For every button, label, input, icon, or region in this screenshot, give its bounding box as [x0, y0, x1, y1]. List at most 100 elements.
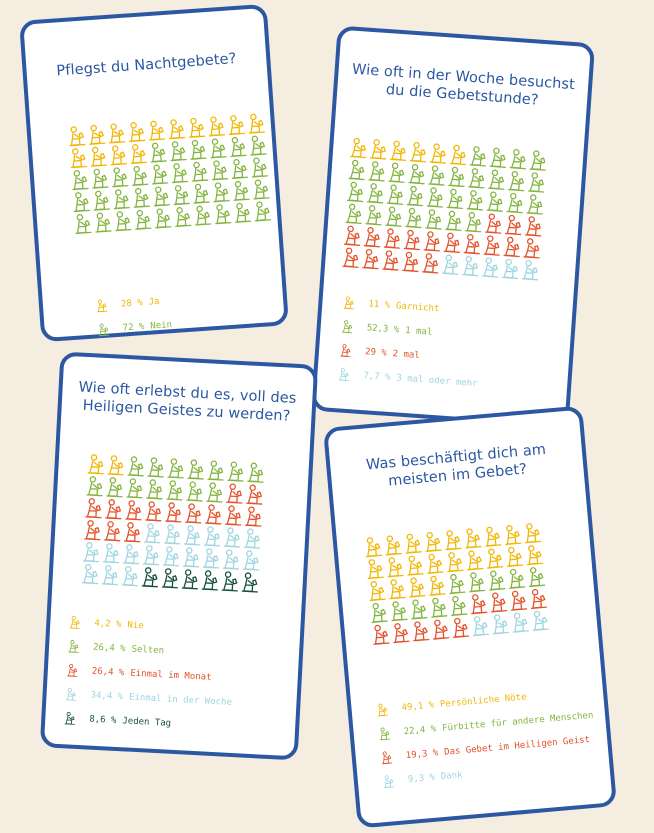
pictogram-figure — [387, 161, 408, 184]
pictogram-figure — [181, 546, 202, 569]
pictogram-figure — [370, 623, 392, 647]
pictogram-figure — [522, 237, 543, 260]
pictogram-figure — [105, 476, 126, 499]
pictogram-figure — [232, 201, 253, 224]
pictogram-figure — [200, 569, 221, 592]
pictogram-figure — [381, 249, 402, 272]
pictogram-figure — [341, 246, 362, 269]
legend-label: Nie — [127, 620, 144, 632]
pictogram-figure — [385, 183, 406, 206]
pictogram-figure — [402, 229, 423, 252]
legend-item: 28 % Ja — [94, 282, 273, 318]
card-gebet-themen: Was beschäftigt dich am meisten im Gebet… — [322, 405, 618, 829]
praying-person-icon — [338, 368, 349, 382]
pictogram-figure — [106, 122, 127, 145]
pictogram-figure — [161, 545, 182, 568]
pictogram-figure — [225, 482, 246, 505]
pictogram-figure — [111, 188, 132, 211]
pictogram-figure — [108, 144, 129, 167]
pictogram-figure — [80, 563, 101, 586]
pictogram-figure — [252, 200, 273, 223]
legend-value: 28 % — [120, 298, 144, 310]
pictogram-figure — [184, 502, 205, 525]
pictogram-figure — [382, 227, 403, 250]
pictogram-figure — [425, 186, 446, 209]
pictogram-figure — [160, 567, 181, 590]
pictogram-figure — [242, 527, 263, 550]
praying-person-icon — [384, 775, 395, 789]
pictogram-figure — [442, 528, 464, 552]
pictogram-figure — [405, 185, 426, 208]
card-title: Pflegst du Nachtgebete? — [55, 50, 237, 80]
pictogram-figure — [464, 549, 486, 573]
pictogram-figure — [506, 567, 528, 591]
pictogram-figure — [166, 118, 187, 141]
pictogram-figure — [186, 458, 207, 481]
pictogram-figure — [484, 547, 506, 571]
legend-item: 26,4 % Einmal im Monat — [65, 658, 288, 694]
pictogram-figure — [504, 545, 526, 569]
pictogram-figure — [128, 142, 149, 165]
pictogram-figure — [189, 160, 210, 183]
legend-item: 9,3 % Dank — [381, 751, 600, 794]
pictogram-figure — [466, 570, 488, 594]
pictogram-figure — [361, 248, 382, 271]
pictogram-figure — [145, 478, 166, 501]
pictogram-figure — [109, 166, 130, 189]
pictogram-figure — [424, 552, 446, 576]
pictogram-figure — [508, 148, 529, 171]
pictogram-figure — [85, 475, 106, 498]
pictogram-figure — [183, 524, 204, 547]
pictogram-figure — [126, 120, 147, 143]
praying-person-icon — [97, 299, 108, 313]
pictogram-figure — [121, 543, 142, 566]
pictogram-figure — [245, 483, 266, 506]
pictogram-figure — [401, 251, 422, 274]
pictogram-figure — [229, 157, 250, 180]
pictogram-figure — [527, 171, 548, 194]
card-title: Wie oft in der Woche besuchst du die Geb… — [351, 61, 576, 109]
pictogram-figure — [468, 592, 490, 616]
pictogram-figure — [410, 619, 432, 643]
pictogram-figure — [201, 547, 222, 570]
pictogram-figure — [171, 183, 192, 206]
pictogram-figure — [484, 212, 505, 235]
pictogram-figure — [345, 180, 366, 203]
pictogram-figure — [422, 530, 444, 554]
legend-value: 11 % — [368, 299, 391, 311]
pictogram-figure — [366, 579, 388, 603]
pictogram-figure — [430, 618, 452, 642]
pictogram-figure — [406, 576, 428, 600]
pictogram-figure — [73, 212, 94, 235]
legend-value: 26,4 % — [91, 666, 125, 679]
pictogram-figure — [211, 181, 232, 204]
pictogram-figure — [204, 503, 225, 526]
legend-item: 4,2 % Nie — [68, 610, 291, 646]
pictogram-figure — [106, 454, 127, 477]
pictogram-figure — [93, 211, 114, 234]
card-title: Wie oft erlebst du es, voll des Heiligen… — [78, 379, 297, 425]
pictogram-figure — [363, 535, 385, 559]
pictogram-figure — [344, 202, 365, 225]
pictogram-figure — [408, 598, 430, 622]
pictogram-figure — [530, 609, 552, 633]
pictogram-figure — [450, 616, 472, 640]
pictogram-figure — [129, 164, 150, 187]
praying-person-icon — [64, 711, 75, 725]
legend-label: Garnicht — [395, 301, 440, 315]
legend-value: 29 % — [364, 347, 388, 359]
legend: 4,2 % Nie 26,4 % Selten 26,4 % Einmal im Mona… — [63, 610, 291, 741]
legend-item: 19,3 % Das Gebet im Heiligen Geist — [379, 727, 598, 770]
pictogram-figure — [384, 555, 406, 579]
pictogram-figure — [241, 549, 262, 572]
pictogram-figure — [442, 231, 463, 254]
pictogram-figure — [507, 170, 528, 193]
pictogram-figure — [205, 481, 226, 504]
praying-person-icon — [340, 344, 351, 358]
pictogram-figure — [206, 115, 227, 138]
pictogram-figure — [505, 192, 526, 215]
pictogram-figure — [88, 145, 109, 168]
pictogram-figure — [151, 185, 172, 208]
pictogram-figure — [349, 137, 370, 160]
legend-label: Nein — [150, 320, 173, 332]
